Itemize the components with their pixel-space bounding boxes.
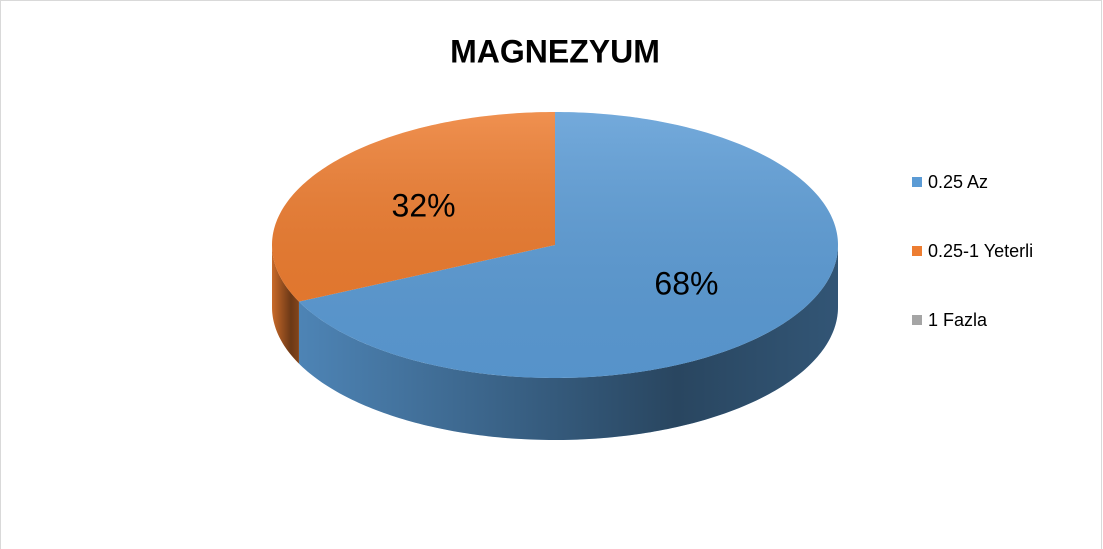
chart-title: MAGNEZYUM	[450, 33, 660, 69]
legend-label: 1 Fazla	[928, 310, 988, 330]
slice-side-shade	[298, 245, 838, 440]
legend-label: 0.25 Az	[928, 172, 988, 192]
data-label: 68%	[654, 266, 718, 302]
legend-swatch	[912, 177, 922, 187]
legend-swatch	[912, 315, 922, 325]
legend-label: 0.25-1 Yeterli	[928, 241, 1033, 261]
legend-swatch	[912, 246, 922, 256]
slice-top-shade	[272, 112, 555, 302]
slice-top-shade	[298, 112, 838, 378]
slice-side-shade	[272, 245, 299, 364]
data-label: 32%	[392, 187, 456, 223]
